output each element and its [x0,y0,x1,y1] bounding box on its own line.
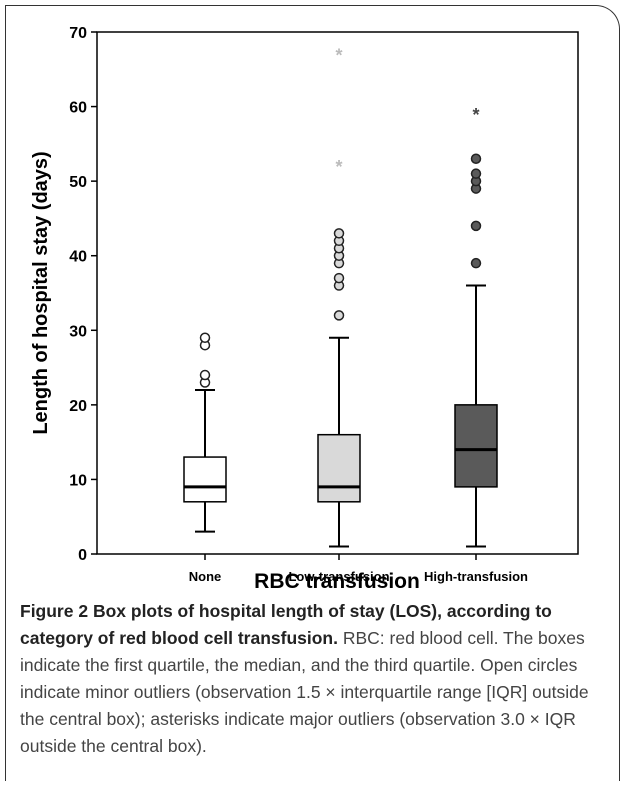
caption-label: Figure 2 [20,601,89,621]
figure-caption: Figure 2 Box plots of hospital length of… [20,598,610,760]
caption-title: Box plots of hospital length of stay (LO… [20,601,552,648]
minor-outlier-point [470,257,482,269]
iqr-box [183,456,227,503]
minor-outlier-point [470,153,482,165]
y-tick-label: 50 [69,174,87,191]
plot-area-border [96,31,579,555]
minor-outlier-point [199,332,211,343]
iqr-box [454,404,498,488]
y-axis-label: Length of hospital stay (days) [30,151,52,434]
figure-frame [5,5,620,781]
box-plot-chart: 0 10 20 30 40 50 60 70 None Low-transfusion High-t… [30,25,579,593]
major-outlier-point: * [472,105,479,125]
caption-body: RBC: red blood cell. The boxes indicate … [20,628,589,756]
x-tick-label: High-transfusion [424,569,528,584]
minor-outlier-point [333,272,345,284]
y-tick-label: 60 [69,100,87,117]
y-tick-label: 70 [69,25,87,42]
minor-outlier-point [333,310,345,321]
chart-boxes: * * * [183,45,498,548]
x-tick-label: Low-transfusion [288,569,389,584]
major-outlier-point: * [335,157,342,177]
minor-outlier-point [470,220,482,232]
y-tick-label: 0 [78,547,87,564]
y-tick-label: 10 [69,472,87,489]
minor-outlier-point [199,369,211,381]
x-tick-label: None [189,569,222,584]
minor-outlier-point [333,228,345,239]
y-tick-label: 30 [69,323,87,340]
minor-outlier-point [470,168,482,179]
iqr-box [317,433,361,503]
y-tick-label: 40 [69,249,87,266]
chart-axes: 0 10 20 30 40 50 60 70 None Low-transfusion High-t… [69,25,579,584]
y-tick-label: 20 [69,398,87,415]
x-axis-label: RBC transfusion [254,570,420,593]
major-outlier-point: * [335,45,342,65]
